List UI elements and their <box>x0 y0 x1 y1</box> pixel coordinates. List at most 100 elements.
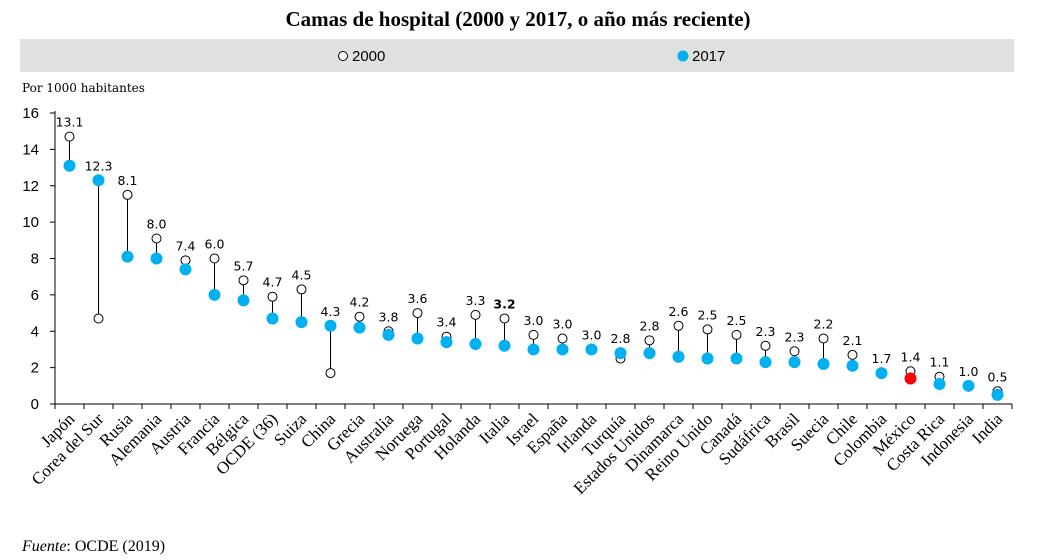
marker-2017 <box>556 343 569 356</box>
markers-2017 <box>63 159 1004 401</box>
data-label: 4.7 <box>263 275 283 290</box>
marker-2000 <box>818 333 829 344</box>
data-label: 3.0 <box>553 317 573 332</box>
data-label: 2.1 <box>843 333 863 348</box>
markers-2000 <box>64 131 1003 397</box>
marker-2017 <box>817 357 830 370</box>
marker-2000 <box>702 324 713 335</box>
data-label: 12.3 <box>85 158 113 173</box>
data-label: 2.6 <box>669 304 689 319</box>
legend-label-2017: 2017 <box>692 48 725 65</box>
data-label: 1.7 <box>872 351 892 366</box>
data-label: 8.0 <box>147 216 167 231</box>
marker-2000 <box>267 291 278 302</box>
y-tick-label: 14 <box>22 141 39 158</box>
data-label: 4.2 <box>350 295 370 310</box>
data-label: 4.3 <box>321 304 341 319</box>
marker-2017 <box>440 336 453 349</box>
data-label: 2.5 <box>698 307 718 322</box>
data-label: 1.4 <box>901 349 921 364</box>
marker-2000 <box>151 233 162 244</box>
marker-2000 <box>644 335 655 346</box>
marker-2017 <box>92 174 105 187</box>
axes <box>54 111 1013 409</box>
data-label: 1.0 <box>959 364 979 379</box>
marker-2000 <box>325 368 336 379</box>
data-label: 13.1 <box>56 115 84 130</box>
data-label: 2.2 <box>814 317 834 332</box>
legend-label-2000: 2000 <box>352 48 385 65</box>
data-label: 3.3 <box>466 293 486 308</box>
legend-background <box>20 39 1014 72</box>
x-tick-label: India <box>968 409 1006 447</box>
y-tick-label: 10 <box>22 214 39 231</box>
data-label: 2.3 <box>756 324 776 339</box>
data-label: 1.1 <box>930 355 950 370</box>
marker-2000 <box>673 320 684 331</box>
marker-2017 <box>527 343 540 356</box>
marker-2000 <box>122 189 133 200</box>
marker-2017 <box>962 379 975 392</box>
marker-2000 <box>847 349 858 360</box>
y-axis-unit-label: Por 1000 habitantes <box>22 81 145 95</box>
marker-2017 <box>846 359 859 372</box>
marker-2000 <box>209 253 220 264</box>
data-label: 2.3 <box>785 329 805 344</box>
marker-2000 <box>557 333 568 344</box>
data-label: 3.6 <box>408 291 428 306</box>
legend: 2000 2017 <box>20 39 1014 72</box>
data-label: 0.5 <box>988 369 1008 384</box>
y-tick-label: 8 <box>31 251 39 268</box>
marker-2017 <box>904 372 917 385</box>
marker-2017 <box>63 159 76 172</box>
marker-2017 <box>237 294 250 307</box>
data-label: 6.0 <box>205 237 225 252</box>
y-tick-label: 4 <box>31 323 39 340</box>
marker-2017 <box>614 347 627 360</box>
source-text: : OCDE (2019) <box>66 538 165 555</box>
chart-title: Camas de hospital (2000 y 2017, o año má… <box>285 7 750 31</box>
source-label: Fuente <box>21 538 66 555</box>
data-label: 4.5 <box>292 267 312 282</box>
marker-2017 <box>701 352 714 365</box>
marker-2017 <box>498 339 511 352</box>
marker-2000 <box>789 346 800 357</box>
data-label: 5.7 <box>234 258 254 273</box>
marker-2017 <box>469 337 482 350</box>
marker-2017 <box>875 367 888 380</box>
legend-marker-2017 <box>677 50 689 62</box>
marker-2017 <box>208 288 221 301</box>
y-tick-label: 6 <box>31 287 39 304</box>
marker-2000 <box>470 309 481 320</box>
y-tick-label: 16 <box>22 105 39 122</box>
marker-2017 <box>585 343 598 356</box>
marker-2017 <box>759 356 772 369</box>
data-label: 2.5 <box>727 313 747 328</box>
marker-2000 <box>296 284 307 295</box>
legend-marker-2000 <box>338 51 348 61</box>
marker-2017 <box>933 377 946 390</box>
marker-2017 <box>788 356 801 369</box>
marker-2017 <box>121 250 134 263</box>
marker-2017 <box>991 388 1004 401</box>
data-label: 3.4 <box>437 315 457 330</box>
y-tick-label: 12 <box>22 178 39 195</box>
marker-2000 <box>731 329 742 340</box>
marker-2017 <box>730 352 743 365</box>
marker-2017 <box>150 252 163 265</box>
data-label: 3.2 <box>493 297 515 312</box>
data-label: 3.0 <box>582 327 602 342</box>
marker-2000 <box>412 308 423 319</box>
connector-lines <box>69 136 998 395</box>
source-note: Fuente: OCDE (2019) <box>21 538 165 555</box>
data-label: 8.1 <box>118 173 138 188</box>
marker-2000 <box>64 131 75 142</box>
data-label: 3.8 <box>379 309 399 324</box>
data-label: 7.4 <box>176 238 196 253</box>
marker-2017 <box>324 319 337 332</box>
marker-2000 <box>93 313 104 324</box>
marker-2017 <box>411 332 424 345</box>
marker-2017 <box>266 312 279 325</box>
